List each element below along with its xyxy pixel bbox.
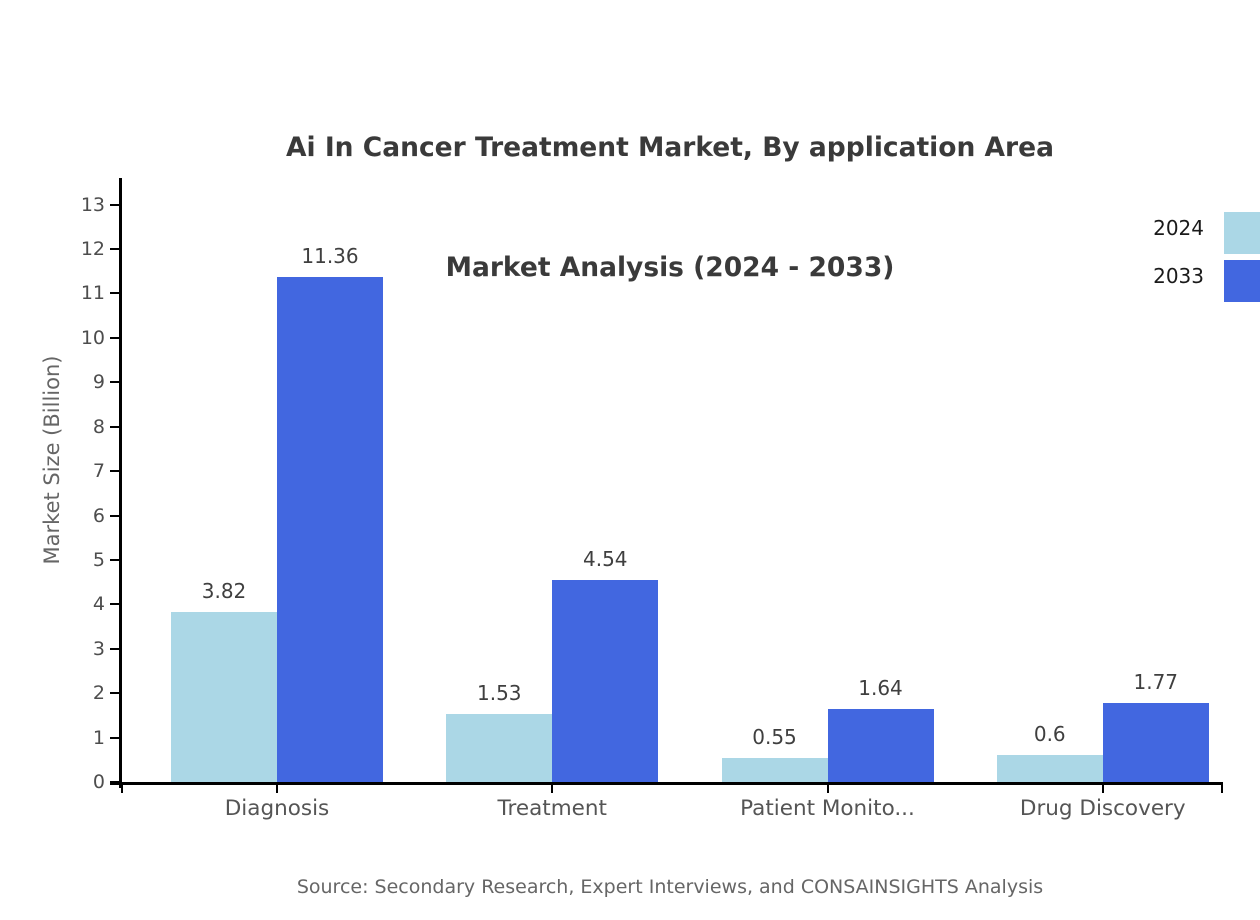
legend-label: 2033 bbox=[1153, 264, 1204, 288]
y-tick-label: 12 bbox=[80, 238, 105, 261]
y-tick-label: 1 bbox=[92, 726, 105, 749]
plot-area: 0 1 2 3 4 5 6 7 8 9 10 11 12 13 Diagnosis Treatment Pat… bbox=[81, 178, 1223, 821]
source-note: Source: Secondary Research, Expert Inter… bbox=[296, 876, 1044, 898]
chart-legend: 2024 2033 bbox=[1132, 212, 1260, 308]
y-tick-label: 3 bbox=[92, 637, 105, 660]
bar-2033-1[interactable] bbox=[552, 580, 659, 782]
legend-swatch bbox=[1224, 260, 1260, 302]
y-tick-label: 4 bbox=[92, 593, 105, 616]
bar-2024-2[interactable] bbox=[721, 757, 828, 782]
legend-label: 2024 bbox=[1153, 216, 1204, 240]
y-tick-label: 13 bbox=[80, 193, 105, 216]
bar-value-label: 4.54 bbox=[582, 547, 628, 572]
bar-2024-3[interactable] bbox=[996, 755, 1103, 782]
bar-2033-0[interactable] bbox=[277, 277, 383, 782]
bar-value-label: 1.53 bbox=[476, 681, 522, 706]
x-tick-mark bbox=[121, 782, 123, 793]
x-tick-label: Treatment bbox=[497, 796, 607, 821]
y-tick-mark bbox=[110, 558, 119, 561]
x-tick-mark bbox=[1221, 782, 1223, 793]
x-tick-label: Diagnosis bbox=[224, 796, 330, 821]
y-tick-mark bbox=[110, 425, 119, 428]
x-tick-label: Drug Discovery bbox=[1019, 796, 1186, 821]
x-tick-mark bbox=[1101, 782, 1104, 793]
y-tick-mark bbox=[110, 248, 119, 251]
bar-value-label: 0.6 bbox=[1033, 722, 1066, 747]
y-tick-mark bbox=[110, 203, 119, 206]
y-tick-label: 0 bbox=[92, 771, 105, 793]
bar-value-label: 0.55 bbox=[752, 724, 797, 749]
bar-2024-0[interactable] bbox=[171, 612, 277, 782]
legend-swatch bbox=[1224, 212, 1260, 254]
x-tick-mark bbox=[826, 782, 829, 793]
y-tick-label: 2 bbox=[92, 682, 105, 705]
bar-2024-1[interactable] bbox=[446, 714, 553, 782]
chart-title-line-2: Market Analysis (2024 - 2033) bbox=[445, 252, 895, 283]
y-tick-mark bbox=[110, 603, 119, 606]
y-tick-label: 7 bbox=[92, 460, 105, 483]
y-tick-label: 5 bbox=[92, 548, 105, 571]
y-tick-label: 10 bbox=[80, 326, 105, 349]
x-tick-mark bbox=[551, 782, 554, 793]
y-tick-mark bbox=[110, 381, 119, 384]
y-tick-mark bbox=[110, 736, 119, 739]
legend-item-2024[interactable]: 2024 bbox=[1132, 212, 1260, 260]
legend-item-2033[interactable]: 2033 bbox=[1132, 260, 1260, 308]
bar-value-label: 1.64 bbox=[858, 676, 903, 701]
y-tick-mark bbox=[110, 514, 119, 517]
y-tick-mark bbox=[110, 647, 119, 650]
y-tick-label: 8 bbox=[92, 415, 105, 438]
x-tick-label: Patient Monito... bbox=[740, 796, 915, 821]
y-tick-label: 11 bbox=[80, 282, 105, 305]
bar-2033-2[interactable] bbox=[827, 709, 934, 782]
bar-value-label: 11.36 bbox=[301, 244, 359, 269]
bar-2033-3[interactable] bbox=[1102, 703, 1209, 782]
y-axis-spine bbox=[119, 178, 122, 788]
chart-title-line-1: Ai In Cancer Treatment Market, By applic… bbox=[286, 132, 1054, 163]
x-axis-spine bbox=[110, 782, 1223, 785]
y-tick-mark bbox=[110, 692, 119, 695]
y-tick-label: 9 bbox=[92, 371, 105, 394]
bar-value-label: 1.77 bbox=[1133, 670, 1179, 695]
x-tick-mark bbox=[276, 782, 278, 793]
y-tick-mark bbox=[110, 292, 119, 295]
y-tick-mark bbox=[110, 336, 119, 339]
y-tick-mark bbox=[110, 781, 119, 783]
y-axis-title: Market Size (Billion) bbox=[40, 355, 64, 565]
chart-title: Ai In Cancer Treatment Market, By applic… bbox=[0, 48, 1260, 368]
bar-value-label: 3.82 bbox=[201, 579, 247, 604]
y-tick-mark bbox=[110, 470, 119, 473]
y-tick-label: 6 bbox=[92, 504, 105, 527]
